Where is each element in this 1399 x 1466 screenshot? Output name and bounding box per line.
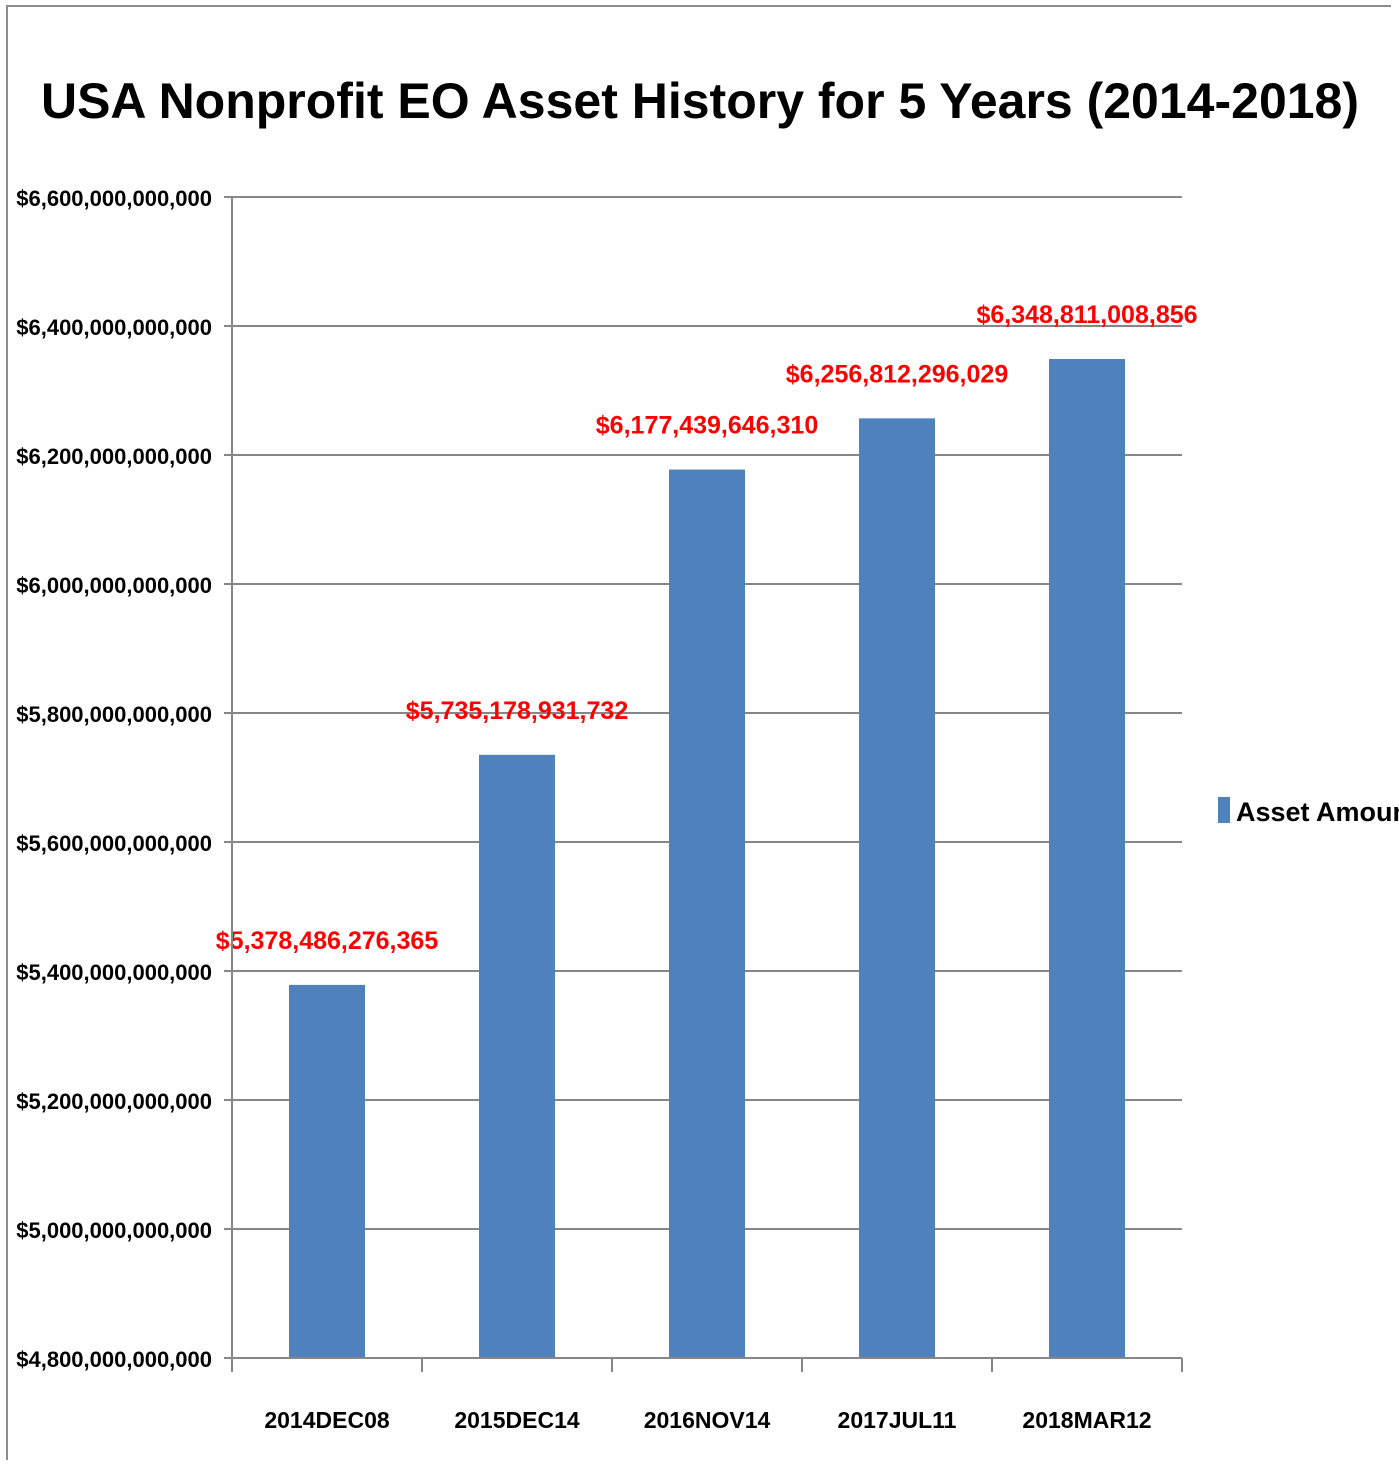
chart-frame	[6, 5, 1391, 1460]
x-tick-label: 2018MAR12	[1022, 1407, 1151, 1433]
data-label: $6,348,811,008,856	[976, 301, 1197, 329]
bar	[859, 418, 935, 1358]
x-tick-label: 2014DEC08	[264, 1407, 390, 1433]
bar	[1049, 359, 1125, 1358]
y-tick-label: $6,000,000,000,000	[16, 573, 212, 598]
bar	[289, 984, 365, 1358]
bar	[669, 469, 745, 1359]
data-label: $5,378,486,276,365	[216, 927, 439, 955]
y-tick-label: $5,600,000,000,000	[16, 831, 212, 856]
bars	[289, 359, 1125, 1359]
legend: Asset Amount	[1218, 797, 1399, 827]
x-tick-label: 2015DEC14	[454, 1407, 580, 1433]
data-label: $6,256,812,296,029	[786, 360, 1008, 388]
x-tick-label: 2017JUL11	[838, 1407, 957, 1433]
bar	[479, 754, 555, 1358]
y-tick-label: $6,200,000,000,000	[16, 444, 212, 469]
y-tick-label: $6,400,000,000,000	[16, 315, 212, 340]
legend-label: Asset Amount	[1236, 797, 1399, 827]
y-tick-label: $5,200,000,000,000	[16, 1089, 212, 1114]
chart-title: USA Nonprofit EO Asset History for 5 Yea…	[41, 73, 1359, 129]
x-tick-label: 2016NOV14	[644, 1407, 771, 1433]
x-axis-tick-labels: 2014DEC08 2015DEC14 2016NOV14 2017JUL11 2018…	[264, 1407, 1151, 1433]
y-tick-label: $5,000,000,000,000	[16, 1218, 212, 1243]
legend-swatch	[1218, 797, 1230, 823]
y-tick-label: $6,600,000,000,000	[16, 186, 212, 211]
data-label: $5,735,178,931,732	[406, 697, 628, 725]
axes	[231, 197, 1183, 1372]
y-tick-label: $5,400,000,000,000	[16, 960, 212, 985]
y-tick-label: $4,800,000,000,000	[16, 1347, 212, 1372]
data-labels: $5,378,486,276,365 $5,735,178,931,732 $6,1…	[216, 301, 1198, 955]
data-label: $6,177,439,646,310	[596, 412, 818, 440]
y-axis-tick-labels: $4,800,000,000,000 $5,000,000,000,000 $5,2…	[16, 186, 212, 1372]
y-tick-label: $5,800,000,000,000	[16, 702, 212, 727]
